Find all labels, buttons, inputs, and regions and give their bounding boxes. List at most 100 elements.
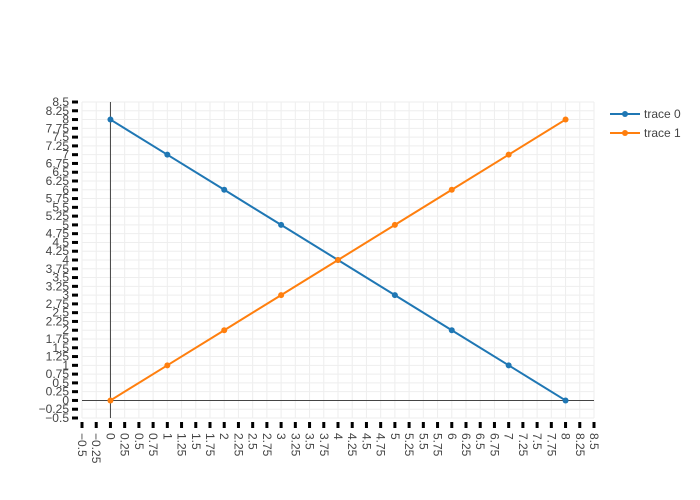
- x-tick-label: 4.5: [359, 433, 373, 450]
- x-tick-label: 3.75: [317, 433, 331, 457]
- data-point[interactable]: [335, 257, 341, 263]
- axis-ticks: −0.5−0.2500.250.50.7511.251.51.7522.252.…: [39, 95, 601, 464]
- legend-swatch-marker-trace-1: [622, 130, 628, 136]
- x-tick-label: 5: [388, 433, 402, 440]
- y-tick-label: 3.75: [46, 262, 70, 276]
- x-tick-label: 4.75: [374, 433, 388, 457]
- y-tick-label: 2.5: [52, 306, 69, 320]
- x-tick-label: −0.25: [89, 433, 103, 464]
- data-point[interactable]: [221, 327, 228, 334]
- y-tick-label: 7: [62, 148, 69, 162]
- x-tick-label: 5.75: [431, 433, 445, 457]
- x-tick-label: 4.25: [345, 433, 359, 457]
- y-tick-label: 1.5: [52, 341, 69, 355]
- data-point[interactable]: [278, 292, 285, 299]
- y-tick-label: 0.5: [52, 376, 69, 390]
- x-tick-label: 8.25: [573, 433, 587, 457]
- legend: trace 0 trace 1: [610, 107, 681, 140]
- x-tick-label: 1.75: [203, 433, 217, 457]
- x-tick-label: 8: [559, 433, 573, 440]
- data-point[interactable]: [505, 362, 512, 369]
- y-tick-label: 0: [62, 393, 69, 407]
- x-tick-label: 2.25: [231, 433, 245, 457]
- x-tick-label: 7.5: [530, 433, 544, 450]
- x-tick-label: 5.25: [402, 433, 416, 457]
- data-point[interactable]: [221, 186, 228, 193]
- data-point[interactable]: [562, 116, 569, 123]
- data-point[interactable]: [562, 397, 569, 404]
- x-tick-label: 2: [217, 433, 231, 440]
- data-point[interactable]: [164, 151, 171, 158]
- y-tick-label: 6.25: [46, 174, 70, 188]
- x-tick-label: 2.75: [260, 433, 274, 457]
- y-tick-label: 3.5: [52, 271, 69, 285]
- legend-item-trace-0[interactable]: trace 0: [610, 107, 681, 121]
- x-tick-label: 1.25: [175, 433, 189, 457]
- x-tick-label: 6.25: [459, 433, 473, 457]
- data-point[interactable]: [278, 221, 285, 228]
- x-tick-label: 3.25: [288, 433, 302, 457]
- x-tick-label: 3: [274, 433, 288, 440]
- data-point[interactable]: [107, 116, 114, 123]
- y-tick-label: 4.25: [46, 244, 70, 258]
- data-point[interactable]: [448, 186, 455, 193]
- series-layer: [107, 116, 569, 404]
- y-tick-label: 6: [62, 183, 69, 197]
- data-point[interactable]: [448, 327, 455, 334]
- y-tick-label: 6.5: [52, 165, 69, 179]
- x-tick-label: 5.5: [416, 433, 430, 450]
- data-point[interactable]: [107, 397, 114, 404]
- data-point[interactable]: [164, 362, 171, 369]
- y-tick-label: 4.5: [52, 235, 69, 249]
- x-tick-label: 3.5: [303, 433, 317, 450]
- y-tick-label: 3.25: [46, 279, 70, 293]
- x-tick-label: 8.5: [587, 433, 601, 450]
- y-tick-label: 7.25: [46, 139, 70, 153]
- x-tick-label: 6.5: [473, 433, 487, 450]
- data-point[interactable]: [505, 151, 512, 158]
- grid-layer: [81, 101, 595, 419]
- x-tick-label: 2.5: [246, 433, 260, 450]
- x-tick-label: 4: [331, 433, 345, 440]
- y-tick-label: 1.25: [46, 350, 70, 364]
- x-tick-label: 7: [502, 433, 516, 440]
- x-tick-label: 6: [445, 433, 459, 440]
- y-tick-label: 5.25: [46, 209, 70, 223]
- legend-swatch-marker-trace-0: [622, 111, 628, 117]
- y-tick-label: 1: [62, 358, 69, 372]
- x-tick-label: 0.25: [118, 433, 132, 457]
- y-tick-label: 0.25: [46, 385, 70, 399]
- y-tick-label: 5.75: [46, 192, 70, 206]
- x-tick-label: −0.5: [75, 433, 89, 457]
- zero-lines: [82, 102, 594, 418]
- y-tick-label: 5: [62, 218, 69, 232]
- legend-item-trace-1[interactable]: trace 1: [610, 126, 681, 140]
- x-tick-label: 7.75: [544, 433, 558, 457]
- data-point[interactable]: [391, 221, 398, 228]
- x-tick-label: 0.5: [132, 433, 146, 450]
- y-tick-label: 3: [62, 288, 69, 302]
- data-point[interactable]: [391, 292, 398, 299]
- x-tick-label: 7.25: [516, 433, 530, 457]
- legend-label-trace-1: trace 1: [644, 126, 681, 140]
- x-tick-label: 1.5: [189, 433, 203, 450]
- y-tick-label: 8: [62, 113, 69, 127]
- y-tick-label: 7.75: [46, 121, 70, 135]
- y-tick-label: 7.5: [52, 130, 69, 144]
- y-tick-label: 6.75: [46, 156, 70, 170]
- y-tick-label: 8.5: [52, 95, 69, 109]
- y-tick-label: 5.5: [52, 200, 69, 214]
- y-tick-label: 1.75: [46, 332, 70, 346]
- y-tick-label: 8.25: [46, 104, 70, 118]
- y-tick-label: 2.75: [46, 297, 70, 311]
- y-tick-label: 4.75: [46, 227, 70, 241]
- y-tick-label: −0.5: [45, 411, 69, 425]
- y-tick-label: −0.25: [39, 402, 70, 416]
- x-tick-label: 6.75: [487, 433, 501, 457]
- y-tick-label: 2: [62, 323, 69, 337]
- x-tick-label: 0.75: [146, 433, 160, 457]
- x-tick-label: 0: [103, 433, 117, 440]
- legend-label-trace-0: trace 0: [644, 107, 681, 121]
- y-tick-label: 0.75: [46, 367, 70, 381]
